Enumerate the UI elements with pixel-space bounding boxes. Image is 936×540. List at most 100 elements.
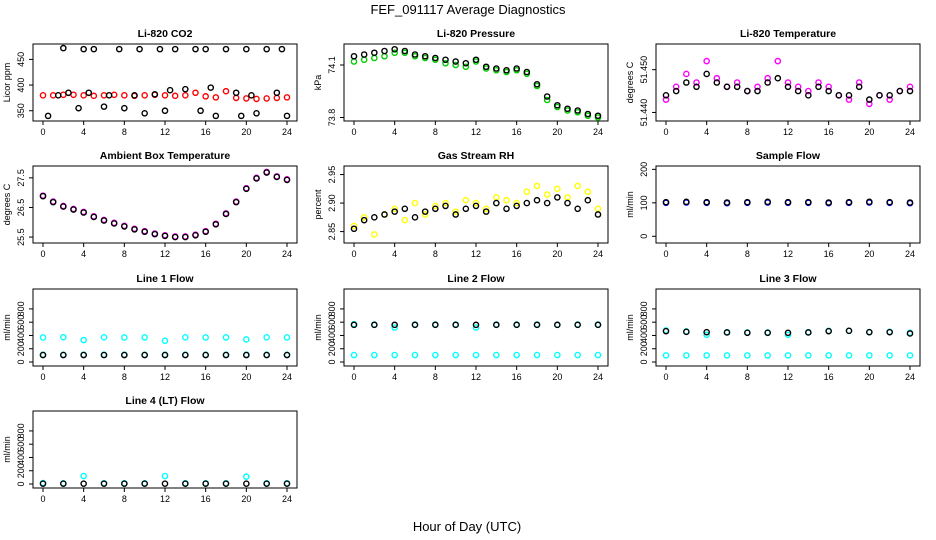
data-point bbox=[253, 95, 260, 103]
data-point bbox=[197, 107, 204, 115]
data-point bbox=[594, 211, 602, 218]
data-point bbox=[703, 352, 710, 359]
data-point bbox=[192, 231, 199, 239]
data-point bbox=[391, 45, 398, 53]
data-point bbox=[886, 328, 893, 336]
x-tick-label: 4 bbox=[704, 249, 709, 259]
data-point bbox=[432, 351, 439, 359]
x-tick-label: 8 bbox=[745, 372, 750, 382]
data-point bbox=[273, 173, 281, 181]
data-point bbox=[283, 351, 291, 359]
x-tick-label: 0 bbox=[40, 494, 45, 504]
data-point bbox=[121, 334, 128, 341]
data-point bbox=[543, 199, 551, 207]
data-point bbox=[39, 480, 47, 487]
data-point bbox=[906, 83, 914, 91]
data-point bbox=[662, 96, 670, 103]
panel-title: Ambient Box Temperature bbox=[100, 150, 231, 162]
y-tick-label: 200 bbox=[639, 162, 649, 177]
x-tick-label: 4 bbox=[81, 249, 86, 259]
data-point bbox=[39, 92, 47, 99]
data-point bbox=[482, 208, 490, 215]
x-tick-label: 16 bbox=[201, 249, 211, 259]
data-point bbox=[171, 233, 179, 241]
data-point bbox=[243, 351, 250, 359]
data-point bbox=[866, 198, 873, 206]
data-point bbox=[462, 205, 470, 213]
data-point bbox=[263, 351, 270, 359]
data-point bbox=[411, 321, 419, 329]
y-axis-label: ml/min bbox=[625, 191, 635, 218]
data-point bbox=[703, 328, 710, 336]
series-red bbox=[39, 87, 291, 103]
x-tick-label: 0 bbox=[663, 372, 668, 382]
panel-title: Li-820 Temperature bbox=[740, 28, 836, 40]
series-magenta bbox=[662, 57, 914, 108]
series-black bbox=[350, 321, 602, 329]
y-tick-label: 2.95 bbox=[327, 166, 337, 184]
data-point bbox=[263, 95, 270, 102]
y-tick-label: 74.1 bbox=[327, 56, 337, 74]
x-tick-label: 20 bbox=[241, 127, 251, 137]
data-point bbox=[70, 206, 77, 213]
y-tick-label: 600 bbox=[639, 315, 649, 330]
x-tick-label: 8 bbox=[122, 127, 127, 137]
x-tick-label: 12 bbox=[160, 494, 170, 504]
data-point bbox=[263, 480, 270, 487]
data-point bbox=[161, 92, 169, 99]
data-point bbox=[594, 205, 602, 213]
data-point bbox=[543, 191, 551, 198]
data-point bbox=[350, 52, 358, 60]
x-tick-label: 0 bbox=[40, 372, 45, 382]
data-point bbox=[472, 199, 480, 207]
x-tick-label: 8 bbox=[433, 372, 438, 382]
data-point bbox=[713, 79, 721, 86]
data-point bbox=[243, 95, 250, 102]
y-tick-label: 350 bbox=[16, 103, 26, 118]
y-tick-label: 27.5 bbox=[16, 169, 26, 187]
data-point bbox=[805, 198, 812, 206]
x-tick-label: 24 bbox=[282, 372, 292, 382]
series-black bbox=[350, 194, 602, 233]
data-point bbox=[75, 104, 82, 112]
data-point bbox=[513, 321, 520, 329]
data-point bbox=[80, 480, 87, 487]
data-point bbox=[513, 65, 520, 72]
data-point bbox=[161, 232, 169, 240]
y-tick-label: 51.440 bbox=[639, 99, 649, 127]
y-tick-label: 600 bbox=[16, 315, 26, 330]
data-point bbox=[350, 222, 358, 230]
panel-title: Line 1 Flow bbox=[136, 273, 194, 285]
data-point bbox=[243, 45, 250, 53]
data-point bbox=[523, 68, 531, 76]
data-point bbox=[672, 83, 680, 91]
data-point bbox=[161, 107, 169, 115]
y-axis-label: ml/min bbox=[2, 314, 12, 341]
data-point bbox=[222, 351, 230, 359]
data-point bbox=[182, 92, 189, 99]
data-point bbox=[845, 352, 853, 359]
data-point bbox=[683, 198, 690, 206]
data-point bbox=[182, 351, 189, 359]
data-point bbox=[100, 351, 108, 359]
data-point bbox=[845, 198, 853, 206]
x-tick-label: 12 bbox=[471, 249, 481, 259]
x-tick-label: 0 bbox=[663, 249, 668, 259]
data-point bbox=[161, 351, 169, 359]
data-point bbox=[151, 91, 159, 98]
data-point bbox=[503, 205, 510, 213]
data-point bbox=[136, 45, 143, 53]
y-tick-label: 800 bbox=[16, 423, 26, 438]
data-point bbox=[845, 92, 853, 99]
x-tick-label: 24 bbox=[282, 494, 292, 504]
y-tick-label: 0 bbox=[327, 360, 337, 365]
data-point bbox=[866, 100, 873, 108]
x-tick-label: 12 bbox=[783, 249, 793, 259]
y-tick-label: 100 bbox=[639, 195, 649, 210]
x-tick-label: 24 bbox=[905, 127, 915, 137]
data-point bbox=[574, 107, 581, 114]
data-point bbox=[744, 352, 751, 359]
data-point bbox=[171, 92, 179, 100]
data-point bbox=[482, 205, 490, 213]
data-point bbox=[442, 199, 449, 207]
